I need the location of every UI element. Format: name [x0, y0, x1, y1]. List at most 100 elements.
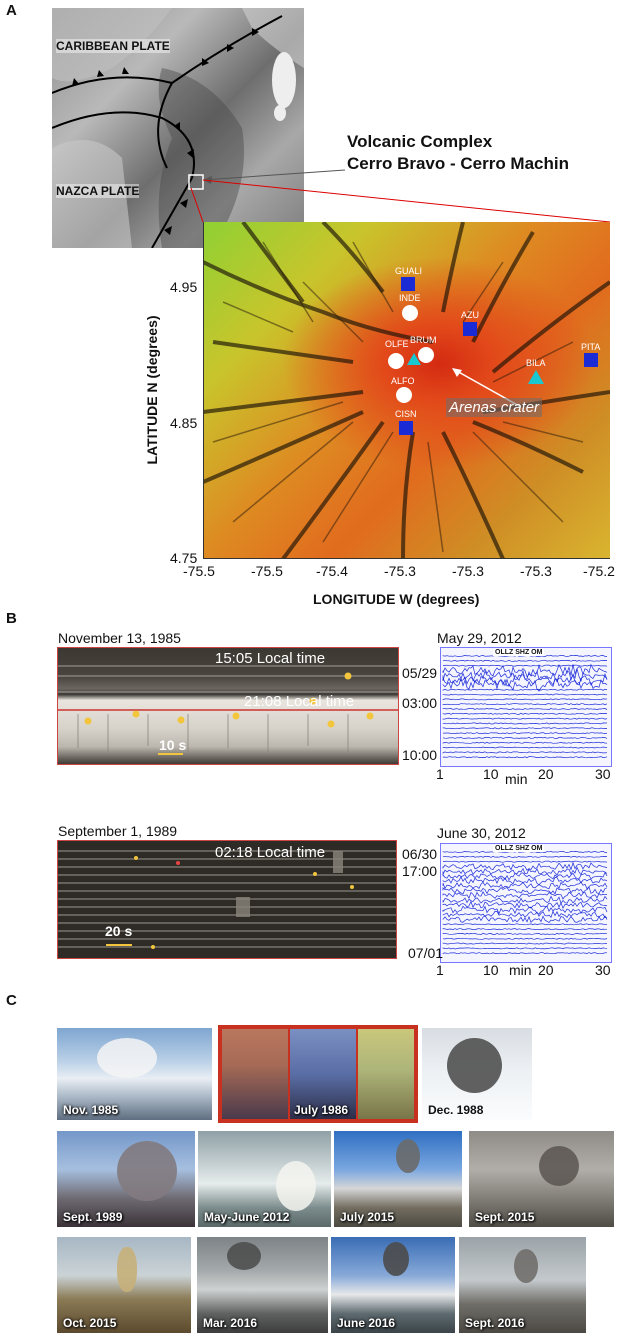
photo-july-1986: July 1986 — [218, 1025, 418, 1123]
panel-a-letter: A — [6, 2, 17, 19]
rec2-date: September 1, 1989 — [58, 823, 178, 839]
x-axis-label: LONGITUDE W (degrees) — [313, 591, 480, 607]
seis1-y-1: 03:00 — [402, 695, 438, 711]
seismogram-trace — [442, 942, 608, 945]
station-inde-label: INDE — [399, 293, 421, 303]
ytick-3: 4.75 — [170, 550, 198, 566]
station-olfe-marker[interactable] — [388, 353, 404, 369]
seismogram-trace — [442, 663, 608, 678]
seis1-y-0: 05/29 — [402, 665, 438, 681]
seis2-y-2: 07/01 — [408, 945, 444, 961]
photo-sept-2015: Sept. 2015 — [469, 1131, 614, 1227]
crater-label: Arenas crater — [446, 398, 543, 417]
seismogram-trace — [442, 905, 608, 915]
analog-record-1989: 02:18 Local time 20 s — [57, 840, 397, 959]
station-inde-marker[interactable] — [402, 305, 418, 321]
xtick-4: -75.3 — [384, 563, 416, 579]
station-cisn-marker[interactable] — [399, 421, 413, 435]
station-bila-marker[interactable] — [528, 370, 544, 384]
seis2-y-1: 17:00 — [402, 863, 438, 879]
seismogram-trace — [442, 746, 608, 749]
seismogram-trace — [442, 756, 608, 759]
seis2-x-1: 10 — [483, 962, 499, 978]
seis1-x-3: 20 — [538, 766, 554, 782]
seismogram-trace — [442, 712, 608, 715]
seismogram-2012-06: OLLZ SHZ OM — [440, 843, 612, 963]
photo-caption-6: July 2015 — [340, 1210, 395, 1224]
seismogram-trace — [442, 923, 608, 926]
seismogram-trace — [442, 722, 607, 725]
station-triangle-marker[interactable] — [407, 353, 421, 365]
seis2-x-4: 30 — [595, 962, 611, 978]
station-olfe-label: OLFE — [385, 339, 409, 349]
photo-sept-2016: Sept. 2016 — [459, 1237, 586, 1333]
station-guali-marker[interactable] — [401, 277, 415, 291]
seis2-x-2: min — [509, 962, 532, 978]
station-alfo-label: ALFO — [391, 376, 415, 386]
station-alfo-marker[interactable] — [396, 387, 412, 403]
seis1-header: OLLZ SHZ OM — [493, 649, 545, 656]
station-azu-label: AZU — [461, 310, 479, 320]
panel-c-letter: C — [6, 992, 17, 1009]
station-brum-label: BRUM — [410, 335, 437, 345]
seis2-y-0: 06/30 — [402, 846, 438, 862]
seismogram-trace — [442, 928, 608, 931]
station-brum-marker[interactable] — [418, 347, 434, 363]
xtick-2: -75.5 — [251, 563, 283, 579]
seismogram-trace — [442, 900, 608, 909]
seismogram-trace — [442, 915, 608, 924]
photo-sept-1989: Sept. 1989 — [57, 1131, 195, 1227]
photo-nov-1985: Nov. 1985 — [57, 1028, 212, 1120]
seismogram-trace — [442, 717, 608, 720]
station-pita-marker[interactable] — [584, 353, 598, 367]
seismogram-trace — [442, 891, 608, 900]
station-pita-label: PITA — [581, 342, 601, 352]
xtick-1: -75.5 — [183, 563, 215, 579]
seismogram-trace — [442, 664, 608, 667]
seis2-x-3: 20 — [538, 962, 554, 978]
seismogram-trace — [442, 895, 608, 905]
photo-caption-3: Dec. 1988 — [428, 1103, 484, 1117]
photo-dec-1988: Dec. 1988 — [422, 1028, 532, 1120]
station-cisn-label: CISN — [395, 409, 417, 419]
seis2-header: OLLZ SHZ OM — [493, 845, 545, 852]
photo-caption-1: Nov. 1985 — [63, 1103, 119, 1117]
seismogram-trace — [442, 871, 608, 881]
seismogram-trace — [442, 676, 608, 692]
seis1-x-0: 1 — [436, 766, 444, 782]
photo-caption-4: Sept. 1989 — [63, 1210, 123, 1224]
rec2-time: 02:18 Local time — [215, 844, 326, 861]
photo-caption-7: Sept. 2015 — [475, 1210, 535, 1224]
photo-caption-5: May-June 2012 — [204, 1210, 290, 1224]
rec1-date: November 13, 1985 — [58, 630, 181, 646]
seismogram-trace — [442, 861, 608, 871]
seismogram-trace — [442, 866, 608, 876]
photo-caption-9: Mar. 2016 — [203, 1316, 258, 1330]
seis2-x-0: 1 — [436, 962, 444, 978]
seismogram-trace — [442, 751, 608, 754]
relief-map: GUALI AZU PITA CISN INDE OLFE BRUM ALFO … — [203, 222, 610, 559]
seis2-date: June 30, 2012 — [437, 825, 526, 841]
seismogram-trace — [442, 952, 608, 955]
seismogram-trace — [442, 688, 608, 691]
seismogram-trace — [442, 932, 608, 935]
seismogram-trace — [442, 937, 608, 940]
photo-june-2016: June 2016 — [331, 1237, 455, 1333]
station-guali-label: GUALI — [395, 266, 423, 276]
photo-july-2015: July 2015 — [334, 1131, 462, 1227]
station-azu-marker[interactable] — [463, 322, 477, 336]
photo-caption-10: June 2016 — [337, 1316, 396, 1330]
caribbean-plate-label: CARIBBEAN PLATE — [56, 39, 170, 53]
station-bila-label: BILA — [526, 358, 546, 368]
ytick-1: 4.95 — [170, 279, 198, 295]
seis1-x-1: 10 — [483, 766, 499, 782]
photo-caption-11: Sept. 2016 — [465, 1316, 525, 1330]
seismogram-trace — [442, 860, 608, 863]
seis1-y-2: 10:00 — [402, 747, 438, 763]
panel-b-letter: B — [6, 610, 17, 627]
seis1-x-2: min — [505, 771, 528, 787]
seismogram-trace — [442, 881, 608, 890]
rec1-time1: 15:05 Local time — [215, 650, 326, 667]
rec1-scale: 10 s — [159, 737, 187, 753]
photo-mar-2016: Mar. 2016 — [197, 1237, 328, 1333]
